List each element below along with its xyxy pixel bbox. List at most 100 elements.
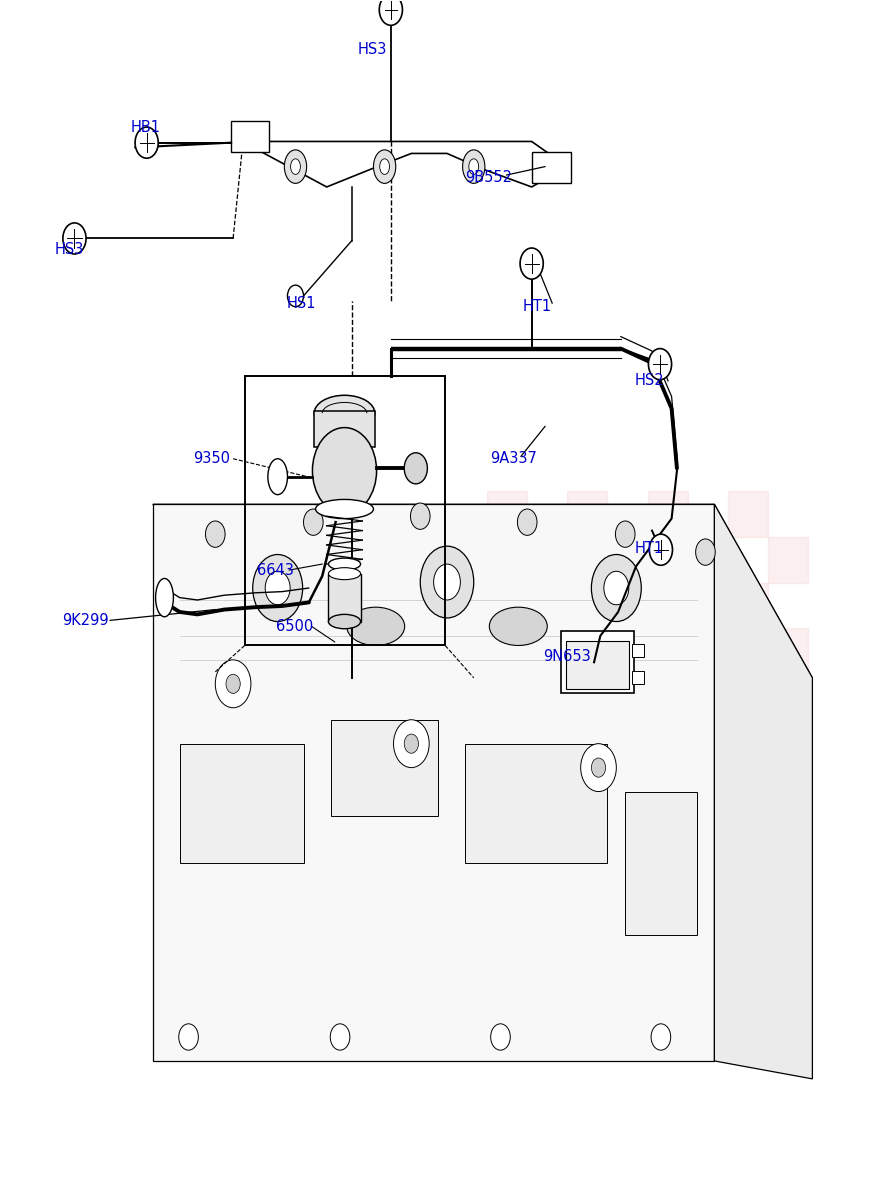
Bar [687, 629, 728, 674]
Ellipse shape [380, 158, 390, 174]
Bar [180, 744, 304, 863]
Bar [647, 766, 687, 811]
Ellipse shape [347, 607, 405, 646]
Bar [647, 491, 687, 536]
Text: 6500: 6500 [276, 619, 313, 634]
Ellipse shape [316, 499, 374, 518]
Circle shape [288, 286, 304, 307]
Bar [768, 536, 808, 583]
Bar [567, 641, 628, 689]
Circle shape [591, 758, 605, 778]
Bar [527, 720, 568, 766]
Circle shape [266, 571, 291, 605]
Bar [632, 671, 644, 684]
Text: HS3: HS3 [358, 42, 387, 56]
Bar [728, 491, 768, 536]
Circle shape [206, 521, 225, 547]
Circle shape [340, 458, 363, 490]
Text: 6643: 6643 [257, 563, 294, 577]
Text: 9K299: 9K299 [62, 613, 108, 628]
Text: HS2: HS2 [634, 373, 663, 389]
Bar [314, 410, 375, 446]
Circle shape [649, 534, 672, 565]
Ellipse shape [489, 607, 547, 646]
Text: 9N653: 9N653 [544, 649, 591, 664]
Text: HS3: HS3 [55, 241, 84, 257]
Circle shape [226, 674, 240, 694]
Text: HS1: HS1 [287, 295, 316, 311]
Circle shape [312, 427, 376, 514]
Text: HT1: HT1 [634, 541, 663, 556]
Bar [527, 629, 568, 674]
Circle shape [420, 546, 474, 618]
Circle shape [520, 248, 544, 280]
Bar [728, 674, 768, 720]
Bar [527, 536, 568, 583]
Circle shape [215, 660, 251, 708]
Ellipse shape [328, 568, 360, 580]
Bar [728, 766, 768, 811]
Circle shape [615, 521, 635, 547]
Text: c a r  p a r t s: c a r p a r t s [326, 754, 568, 787]
Text: 9B552: 9B552 [465, 170, 512, 185]
Bar [647, 583, 687, 629]
Ellipse shape [314, 395, 375, 431]
FancyBboxPatch shape [339, 454, 364, 482]
Ellipse shape [284, 150, 307, 184]
Bar [232, 121, 269, 152]
Bar [768, 629, 808, 674]
Bar [607, 629, 647, 674]
Bar [447, 629, 487, 674]
Ellipse shape [374, 150, 396, 184]
Circle shape [651, 1024, 670, 1050]
Bar [447, 536, 487, 583]
Circle shape [591, 554, 641, 622]
Text: 9A337: 9A337 [490, 451, 536, 467]
Bar [625, 792, 696, 935]
Bar [487, 491, 527, 536]
Bar [607, 536, 647, 583]
Text: scuderia: scuderia [247, 661, 647, 743]
Circle shape [491, 1024, 510, 1050]
Polygon shape [714, 504, 813, 1079]
Ellipse shape [468, 158, 478, 174]
Circle shape [410, 503, 430, 529]
Bar [768, 720, 808, 766]
Polygon shape [242, 142, 568, 187]
Polygon shape [153, 504, 813, 678]
Bar [607, 720, 647, 766]
Bar [632, 644, 644, 658]
Circle shape [330, 1024, 350, 1050]
Circle shape [696, 539, 715, 565]
Bar [607, 811, 647, 858]
Circle shape [253, 554, 303, 622]
Bar [447, 811, 487, 858]
Circle shape [135, 127, 158, 158]
Bar [568, 674, 607, 720]
Bar [487, 583, 527, 629]
Bar [245, 376, 445, 646]
Circle shape [379, 0, 402, 25]
Circle shape [304, 509, 323, 535]
Circle shape [404, 734, 418, 754]
Bar [487, 766, 527, 811]
Ellipse shape [328, 614, 360, 629]
Ellipse shape [462, 150, 485, 184]
Bar [487, 674, 527, 720]
Circle shape [63, 223, 86, 254]
Ellipse shape [328, 558, 360, 570]
Bar [465, 744, 607, 863]
Text: HT1: HT1 [523, 299, 552, 314]
Circle shape [404, 452, 427, 484]
Bar [561, 631, 634, 694]
Ellipse shape [291, 158, 300, 174]
Bar [527, 811, 568, 858]
Ellipse shape [156, 578, 173, 617]
Circle shape [581, 744, 616, 792]
Bar [328, 574, 360, 622]
Polygon shape [153, 504, 714, 1061]
Bar [687, 811, 728, 858]
Text: HB1: HB1 [131, 120, 161, 134]
Bar [568, 766, 607, 811]
Bar [647, 674, 687, 720]
